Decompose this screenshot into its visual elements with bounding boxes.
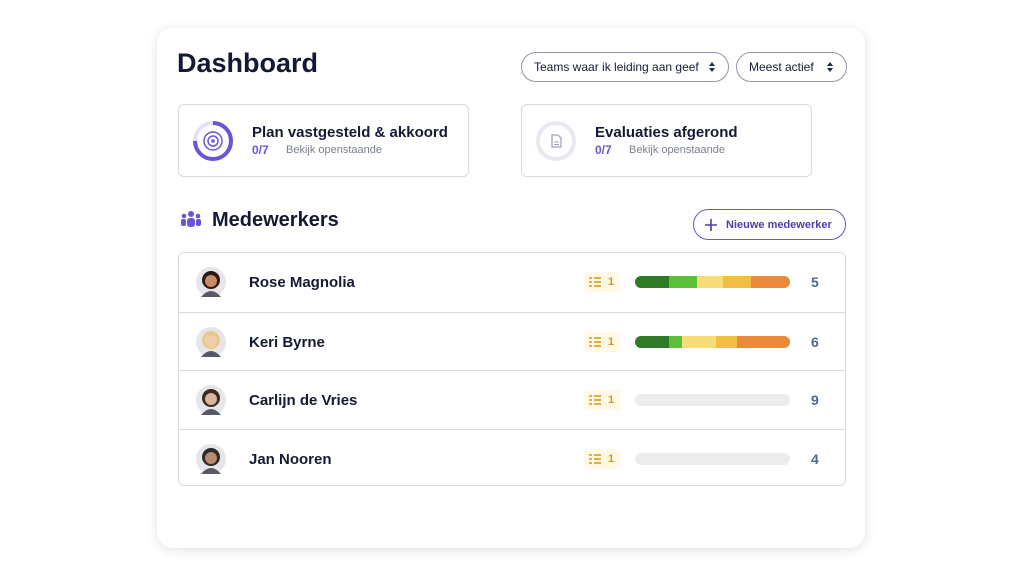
plus-icon [705, 218, 717, 231]
task-icon [589, 277, 601, 287]
status-segment [697, 276, 724, 288]
status-bar [635, 276, 790, 288]
employee-name: Keri Byrne [249, 333, 325, 351]
avatar-face [205, 275, 217, 287]
status-segment [751, 276, 790, 288]
task-icon [589, 453, 601, 464]
task-icon-lines [589, 277, 601, 287]
employee-row[interactable]: Keri Byrne 1 6 [179, 311, 845, 370]
task-icon [589, 336, 601, 347]
status-segment [668, 335, 682, 348]
status-bar [635, 452, 790, 465]
status-bar [635, 335, 790, 348]
employee-name: Carlijn de Vries [249, 392, 358, 409]
task-icon-lines [589, 395, 601, 405]
evaluation-icon [536, 121, 576, 161]
task-icon-lines [589, 453, 601, 464]
avatar-body [201, 291, 221, 297]
card-count: 0/7 [595, 143, 612, 157]
status-segment [737, 335, 790, 348]
status-segment [716, 335, 738, 348]
status-segment [681, 335, 717, 348]
task-count: 1 [608, 452, 615, 465]
avatar-body [201, 350, 221, 357]
team-icon [181, 211, 201, 227]
avatar [196, 267, 226, 297]
total-count: 6 [811, 333, 819, 350]
plan-icon [193, 121, 233, 161]
employee-name: Jan Nooren [249, 450, 332, 468]
dashboard-panel: Dashboard Teams waar ik leiding aan geef… [157, 28, 865, 548]
task-chip: 1 [584, 331, 620, 352]
total-count: 4 [811, 450, 819, 467]
employee-row[interactable]: Jan Nooren 1 4 [179, 428, 845, 487]
evaluation-card[interactable]: Evaluaties afgerond 0/7 Bekijk openstaan… [521, 104, 812, 177]
status-segment [635, 335, 669, 348]
employee-row[interactable]: Carlijn de Vries 1 9 [179, 370, 845, 428]
total-count: 5 [811, 274, 819, 290]
task-icon [589, 395, 601, 405]
avatar-body [201, 467, 221, 474]
team-filter[interactable]: Teams waar ik leiding aan geef [521, 52, 729, 82]
status-segment [635, 276, 670, 288]
avatar [196, 326, 226, 357]
task-chip: 1 [584, 390, 620, 410]
task-icon-lines [589, 336, 601, 347]
card-link[interactable]: Bekijk openstaande [629, 144, 726, 156]
avatar-face [205, 393, 217, 405]
employee-table: Rose Magnolia 1 5 Keri Byrne 1 6 Carlijn de Vr… [178, 252, 846, 486]
filter-label: Meest actief [749, 60, 814, 74]
sort-icon [827, 62, 833, 72]
sort-icon [709, 62, 715, 72]
section-title: Medewerkers [212, 209, 339, 231]
card-count: 0/7 [252, 143, 269, 157]
employee-row[interactable]: Rose Magnolia 1 5 [179, 253, 845, 311]
filter-label: Teams waar ik leiding aan geef [534, 60, 699, 74]
status-segment [723, 276, 752, 288]
sort-filter[interactable]: Meest actief [736, 52, 847, 82]
status-bar [635, 394, 790, 406]
plan-card[interactable]: Plan vastgesteld & akkoord 0/7 Bekijk op… [178, 104, 469, 177]
avatar [196, 385, 226, 415]
task-chip: 1 [584, 272, 620, 292]
employee-name: Rose Magnolia [249, 274, 355, 291]
total-count: 9 [811, 392, 819, 408]
page-title: Dashboard [177, 48, 319, 78]
avatar-face [205, 451, 217, 464]
avatar [196, 443, 226, 474]
button-label: Nieuwe medewerker [726, 218, 832, 231]
new-employee-button[interactable]: Nieuwe medewerker [693, 209, 846, 240]
task-count: 1 [608, 394, 615, 406]
card-title: Evaluaties afgerond [595, 124, 738, 141]
task-count: 1 [608, 335, 615, 348]
task-count: 1 [608, 276, 615, 288]
avatar-face [205, 334, 217, 347]
card-title: Plan vastgesteld & akkoord [252, 124, 448, 141]
avatar-body [201, 409, 221, 415]
status-segment [669, 276, 697, 288]
task-chip: 1 [584, 448, 620, 469]
card-link[interactable]: Bekijk openstaande [286, 144, 383, 156]
